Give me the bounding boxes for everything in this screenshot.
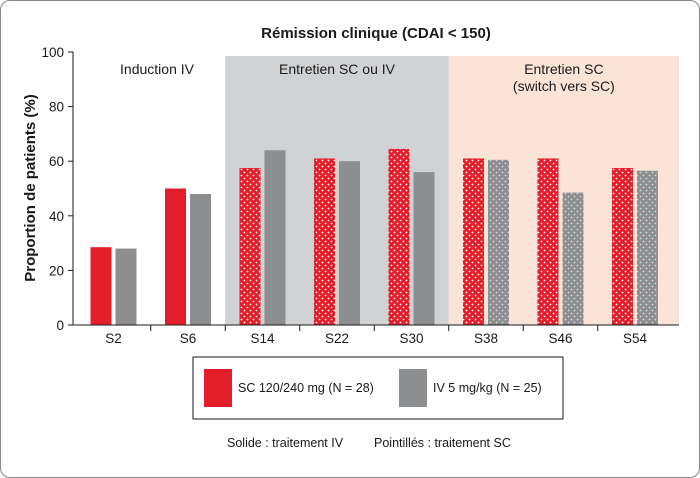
x-tick-label-S6: S6 [180,331,197,346]
x-tick-label-S22: S22 [325,331,349,346]
y-tick-label-20: 20 [49,263,64,278]
chart-title: Rémission clinique (CDAI < 150) [261,25,491,42]
bar-sc-S14 [239,168,261,325]
bar-iv-S6 [190,193,211,325]
x-tick-label-S30: S30 [399,331,423,346]
legend-swatch-1 [399,369,427,407]
y-tick-label-80: 80 [49,100,64,115]
bar-iv-S2 [115,248,137,325]
bar-sc-S46 [537,158,559,325]
bar-sc-S30 [388,148,410,325]
bars [90,148,658,325]
bar-iv-S14 [264,150,286,325]
y-tick-label-60: 60 [49,154,64,169]
phase-label-0-0: Induction IV [120,61,195,77]
x-tick-label-S54: S54 [623,331,648,346]
axes: 0 20 40 60 80 100 S2 S6 S14 S22 S30 S38 S46 S54 [41,45,679,346]
footnotes: Solide : traitement IV Pointillés : trait… [227,436,511,450]
footnote-1: Pointillés : traitement SC [374,436,511,450]
y-tick-label-100: 100 [41,45,64,60]
phase-label-2-1: (switch vers SC) [513,78,615,94]
bar-iv-S46 [562,192,584,325]
bar-sc-S6 [165,188,186,325]
phase-regions: Induction IV Entretien SC ou IV Entretien … [74,56,679,325]
legend-box [192,356,564,420]
bar-sc-S38 [463,158,484,325]
legend-label-1: IV 5 mg/kg (N = 25) [433,381,542,395]
phase-label-2-0: Entretien SC [524,61,603,77]
x-tick-label-S38: S38 [474,331,498,346]
bar-sc-S22 [314,158,335,325]
y-tick-label-0: 0 [56,318,64,333]
bar-sc-S2 [90,247,112,325]
bar-iv-S30 [413,172,435,325]
x-tick-label-S46: S46 [548,331,572,346]
y-axis-label: Proportion de patients (%) [22,94,39,282]
legend-label-0: SC 120/240 mg (N = 28) [238,381,374,395]
footnote-0: Solide : traitement IV [227,436,344,450]
x-tick-label-S2: S2 [105,331,122,346]
legend: SC 120/240 mg (N = 28) IV 5 mg/kg (N = 25… [192,356,564,420]
x-tick-label-S14: S14 [250,331,275,346]
phase-region-1 [225,56,449,325]
y-tick-label-40: 40 [49,209,64,224]
bar-iv-S22 [339,161,360,325]
bar-sc-S54 [612,168,633,325]
phase-label-1-0: Entretien SC ou IV [279,61,396,77]
bar-iv-S38 [488,159,509,325]
bar-iv-S54 [637,170,658,325]
legend-swatch-0 [204,369,232,407]
